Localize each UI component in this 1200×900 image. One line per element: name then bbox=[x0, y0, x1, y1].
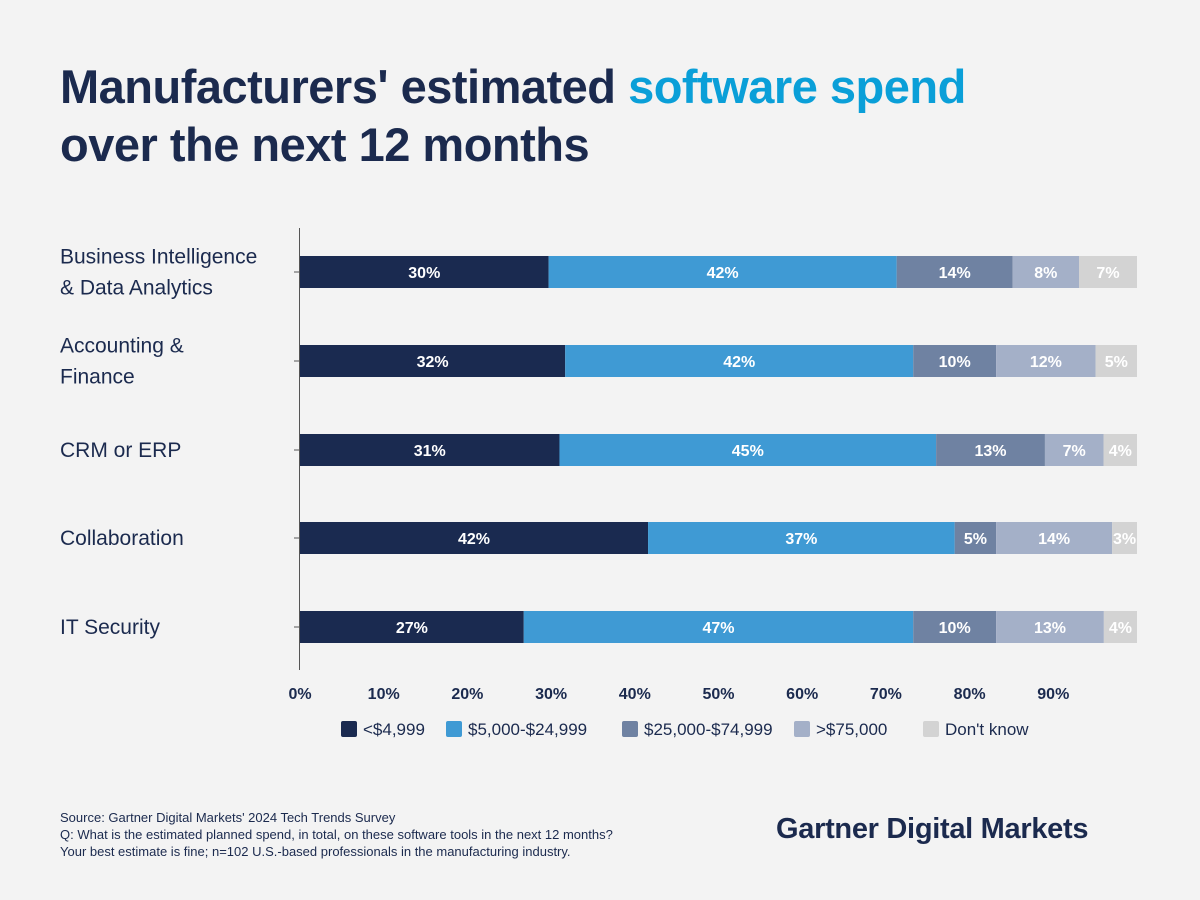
x-tick-label: 80% bbox=[954, 686, 986, 703]
x-tick-label: 50% bbox=[702, 686, 734, 703]
bar-segment bbox=[913, 611, 997, 643]
legend-label: Don't know bbox=[945, 720, 1029, 739]
bar-segment bbox=[523, 611, 914, 643]
legend-swatch bbox=[341, 721, 357, 737]
data-label: 4% bbox=[1109, 620, 1132, 637]
title-part1: Manufacturers' estimated bbox=[60, 60, 629, 113]
data-label: 31% bbox=[414, 443, 446, 460]
footer-notes: Source: Gartner Digital Markets' 2024 Te… bbox=[60, 809, 613, 860]
category-label: Collaboration bbox=[60, 527, 184, 550]
data-label: 7% bbox=[1096, 265, 1119, 282]
bar-segment bbox=[954, 522, 997, 554]
bar-segment bbox=[1095, 345, 1137, 377]
data-label: 12% bbox=[1030, 354, 1062, 371]
title-part2: over the next 12 months bbox=[60, 118, 590, 171]
bar-segment bbox=[896, 256, 1013, 288]
bar-segment bbox=[996, 345, 1096, 377]
x-tick-label: 20% bbox=[451, 686, 483, 703]
bar-segment bbox=[1044, 434, 1104, 466]
x-tick-label: 60% bbox=[786, 686, 818, 703]
chart-title: Manufacturers' estimated software spend o… bbox=[60, 58, 966, 174]
data-label: 13% bbox=[975, 443, 1007, 460]
bar-segment bbox=[300, 522, 649, 554]
data-label: 14% bbox=[1038, 531, 1070, 548]
data-label: 3% bbox=[1113, 531, 1136, 548]
bar-segment bbox=[936, 434, 1045, 466]
data-label: 13% bbox=[1034, 620, 1066, 637]
x-tick-label: 40% bbox=[619, 686, 651, 703]
x-tick-label: 30% bbox=[535, 686, 567, 703]
data-label: 45% bbox=[732, 443, 764, 460]
category-label: Finance bbox=[60, 366, 135, 389]
data-label: 14% bbox=[939, 265, 971, 282]
bar-segment bbox=[559, 434, 937, 466]
legend-swatch bbox=[923, 721, 939, 737]
legend-swatch bbox=[794, 721, 810, 737]
data-label: 5% bbox=[964, 531, 987, 548]
data-label: 32% bbox=[417, 354, 449, 371]
data-label: 42% bbox=[723, 354, 755, 371]
data-label: 37% bbox=[785, 531, 817, 548]
bar-segment bbox=[1078, 256, 1137, 288]
data-label: 42% bbox=[458, 531, 490, 548]
legend-swatch bbox=[622, 721, 638, 737]
bar-segment bbox=[300, 345, 566, 377]
bar-segment bbox=[1103, 434, 1137, 466]
category-label: Business Intelligence bbox=[60, 246, 257, 269]
sample-note: Your best estimate is fine; n=102 U.S.-b… bbox=[60, 844, 571, 859]
source-note: Source: Gartner Digital Markets' 2024 Te… bbox=[60, 810, 396, 825]
bar-segment bbox=[996, 522, 1113, 554]
data-label: 47% bbox=[702, 620, 734, 637]
data-label: 42% bbox=[707, 265, 739, 282]
title-accent: software spend bbox=[628, 60, 966, 113]
legend-label: $25,000-$74,999 bbox=[644, 720, 773, 739]
legend-label: $5,000-$24,999 bbox=[468, 720, 587, 739]
bar-segment bbox=[548, 256, 897, 288]
x-tick-label: 90% bbox=[1037, 686, 1069, 703]
bar-segment bbox=[1112, 522, 1137, 554]
bar-segment bbox=[648, 522, 955, 554]
data-label: 5% bbox=[1105, 354, 1128, 371]
question-note: Q: What is the estimated planned spend, … bbox=[60, 827, 613, 842]
bar-segment bbox=[1012, 256, 1079, 288]
bar-segment bbox=[913, 345, 997, 377]
x-tick-label: 0% bbox=[288, 686, 311, 703]
category-label: & Data Analytics bbox=[60, 277, 213, 300]
data-label: 8% bbox=[1034, 265, 1057, 282]
gartner-logo: Gartner Digital Markets bbox=[776, 813, 1089, 845]
bar-segment bbox=[300, 256, 549, 288]
x-tick-label: 70% bbox=[870, 686, 902, 703]
bar-segment bbox=[300, 434, 560, 466]
data-label: 27% bbox=[396, 620, 428, 637]
bar-segment bbox=[996, 611, 1104, 643]
x-tick-label: 10% bbox=[368, 686, 400, 703]
legend-swatch bbox=[446, 721, 462, 737]
data-label: 10% bbox=[939, 354, 971, 371]
bar-segment bbox=[300, 611, 524, 643]
data-label: 7% bbox=[1063, 443, 1086, 460]
category-label: Accounting & bbox=[60, 335, 184, 358]
data-label: 4% bbox=[1109, 443, 1132, 460]
category-label: CRM or ERP bbox=[60, 439, 181, 462]
category-label: IT Security bbox=[60, 616, 160, 639]
legend-label: >$75,000 bbox=[816, 720, 887, 739]
data-label: 10% bbox=[939, 620, 971, 637]
data-label: 30% bbox=[408, 265, 440, 282]
legend-label: <$4,999 bbox=[363, 720, 425, 739]
bar-segment bbox=[565, 345, 914, 377]
bar-segment bbox=[1103, 611, 1137, 643]
